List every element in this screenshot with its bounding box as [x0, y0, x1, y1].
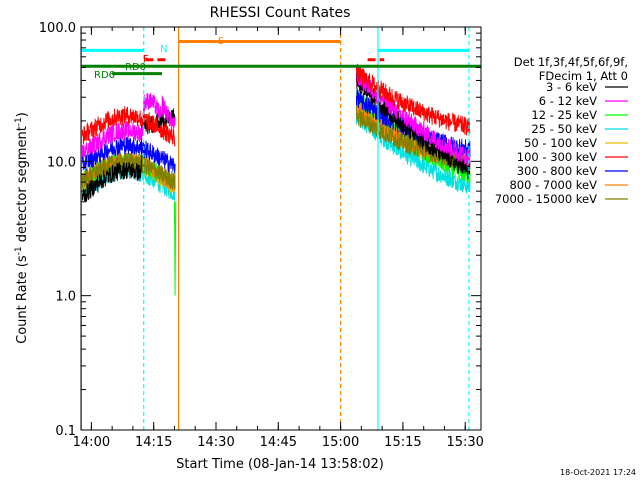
x-tick-label: 14:45	[260, 435, 297, 450]
flag-label-f: F	[143, 54, 149, 65]
flag-label-s: S	[218, 36, 224, 47]
legend: Det 1f,3f,4f,5f,6f,9f, FDecim 1, Att 0 3…	[495, 55, 628, 206]
legend-entry-label: 12 - 25 keV	[531, 108, 597, 122]
flag-label-rd0: RD0	[125, 62, 146, 73]
axes: 14:00 14:15 14:30 14:45 15:00 15:15 15:30 0.1 1.…	[39, 21, 484, 450]
series-dip	[173, 201, 177, 296]
x-tick-label: 14:00	[73, 435, 110, 450]
x-axis-title: Start Time (08-Jan-14 13:58:02)	[176, 457, 384, 472]
series-line-6	[80, 63, 471, 147]
y-tick-label: 10.0	[47, 155, 76, 170]
legend-entry-label: 7000 - 15000 keV	[495, 192, 597, 206]
chart-title: RHESSI Count Rates	[210, 5, 351, 21]
flag-label-rd6: RD6	[94, 70, 115, 81]
legend-entry-label: 50 - 100 keV	[524, 136, 597, 150]
legend-entry-label: 3 - 6 keV	[546, 80, 597, 94]
legend-entry-label: 800 - 7000 keV	[509, 178, 597, 192]
legend-header-line-2: FDecim 1, Att 0	[539, 69, 628, 83]
x-tick-label: 15:30	[446, 435, 483, 450]
y-tick-label: 0.1	[55, 424, 76, 439]
x-tick-label: 14:15	[135, 435, 172, 450]
flag-label-n: N	[160, 44, 167, 55]
y-tick-label: 100.0	[39, 21, 76, 36]
legend-entry-label: 6 - 12 keV	[539, 94, 597, 108]
x-tick-label: 14:30	[197, 435, 234, 450]
y-axis-title: Count Rate (s-1 detector segment-1)	[14, 112, 30, 344]
legend-header-line-1: Det 1f,3f,4f,5f,6f,9f,	[514, 55, 628, 69]
y-tick-label: 1.0	[55, 290, 76, 305]
x-tick-label: 15:00	[322, 435, 359, 450]
legend-entry-label: 300 - 800 keV	[517, 164, 597, 178]
plot-area	[80, 27, 471, 430]
plot-frame	[80, 26, 482, 431]
footer-timestamp: 18-Oct-2021 17:24	[560, 468, 636, 477]
legend-entry-label: 100 - 300 keV	[517, 150, 597, 164]
x-tick-label: 15:15	[384, 435, 421, 450]
legend-entry-label: 25 - 50 keV	[531, 122, 597, 136]
